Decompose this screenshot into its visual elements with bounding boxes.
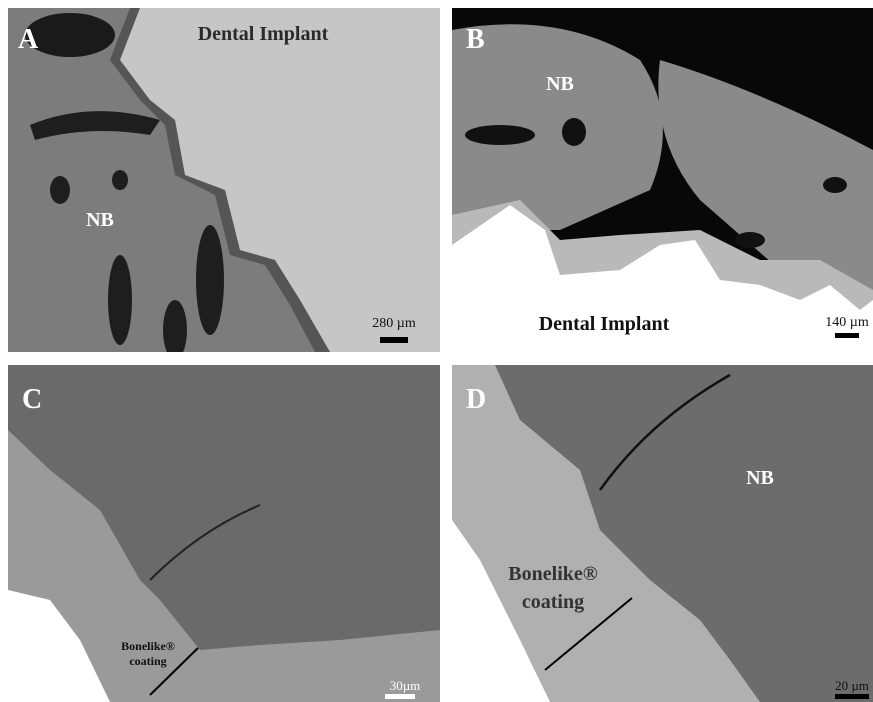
panel-letter: D bbox=[466, 384, 486, 415]
panel-letter: C bbox=[22, 384, 42, 415]
coating-label: coating bbox=[129, 654, 166, 668]
figure: A Dental Implant NB 280 µm B NB Dental I… bbox=[0, 0, 873, 702]
scale-label: 30µm bbox=[390, 678, 421, 693]
label: NB bbox=[86, 209, 114, 231]
panel-c bbox=[8, 365, 440, 702]
label: Dental Implant bbox=[198, 23, 329, 45]
panel-d bbox=[452, 365, 873, 702]
label: Dental Implant bbox=[539, 313, 670, 335]
scale-label: 280 µm bbox=[372, 316, 416, 331]
coating-label: Bonelike® bbox=[508, 563, 597, 585]
coating-label: Bonelike® bbox=[121, 639, 175, 653]
panel-letter: B bbox=[466, 24, 485, 55]
label: NB bbox=[546, 73, 574, 95]
label: NB bbox=[746, 467, 774, 489]
scale-label: 20 µm bbox=[835, 678, 869, 693]
panel-letter: A bbox=[18, 24, 39, 55]
coating-label: coating bbox=[522, 591, 584, 613]
scale-label: 140 µm bbox=[825, 315, 869, 330]
panel-a bbox=[8, 8, 440, 360]
panel-b bbox=[452, 8, 873, 340]
